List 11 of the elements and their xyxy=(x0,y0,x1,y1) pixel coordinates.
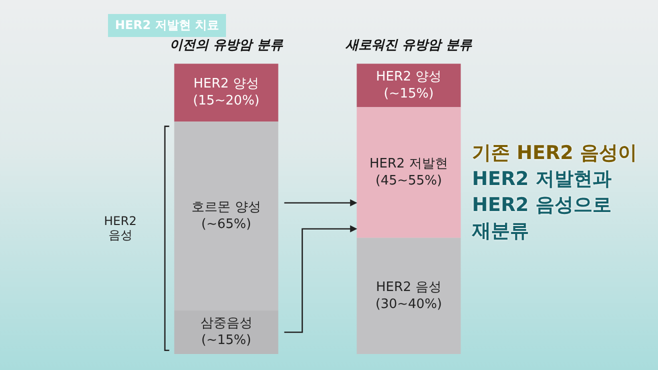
annotation: HER2 음성 xyxy=(104,214,137,242)
annotation: 기존 HER2 음성이 HER2 저발현과 HER2 음성으로 재분류 xyxy=(472,141,637,244)
x-tick-label: 새로워진 유방암 분류 xyxy=(344,38,473,54)
data-label: HER2 양성 (15~20%) xyxy=(193,76,260,109)
text: HER2 저발현 치료 xyxy=(108,14,226,37)
data-label: 호르몬 양성 (~65%) xyxy=(192,200,261,232)
x-tick-label: 이전의 유방암 분류 xyxy=(170,38,284,54)
data-label: HER2 저발현 (45~55%) xyxy=(370,156,448,188)
data-label: HER2 음성 (30~40%) xyxy=(376,280,442,312)
data-label: HER2 양성 (~15%) xyxy=(376,69,442,102)
data-label: 삼중음성 (~15%) xyxy=(200,316,252,348)
